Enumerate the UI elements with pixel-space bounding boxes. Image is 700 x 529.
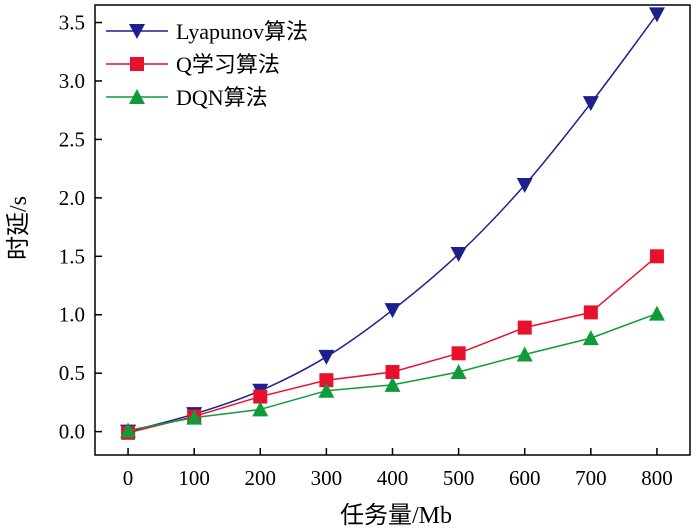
series-line: [127, 255, 658, 434]
legend-marker: [129, 24, 145, 39]
x-tick-label: 300: [311, 466, 343, 490]
x-tick-label: 200: [245, 466, 277, 490]
data-point: [648, 305, 665, 321]
data-point: [649, 249, 664, 264]
data-point: [385, 365, 400, 380]
y-tick-label: 0.5: [59, 361, 85, 385]
data-point: [516, 346, 533, 362]
data-point: [648, 7, 665, 23]
x-axis-title: 任务量/Mb: [340, 502, 452, 529]
data-point: [450, 364, 467, 380]
data-point: [516, 178, 533, 193]
data-point: [384, 303, 401, 319]
x-tick-label: 700: [575, 466, 607, 490]
legend-marker: [130, 57, 144, 71]
x-tick-label: 100: [178, 466, 210, 490]
data-point: [318, 349, 335, 365]
series-layer: [120, 7, 665, 440]
data-point: [186, 409, 203, 425]
y-axis: 0.0 0.5 1.0 1.5 2.0 2.5 3.0 3.5: [59, 11, 102, 444]
series-1: [121, 249, 664, 440]
y-axis-title: 时延/s: [5, 196, 32, 260]
y-tick-label: 3.0: [59, 69, 85, 93]
data-point: [583, 305, 598, 320]
data-point: [450, 246, 467, 262]
data-point: [384, 376, 401, 392]
legend-marker: [129, 89, 145, 104]
x-tick-label: 600: [509, 466, 541, 490]
y-tick-label: 2.5: [59, 127, 85, 151]
data-point: [582, 330, 599, 346]
y-tick-label: 1.0: [59, 303, 85, 327]
y-tick-label: 0.0: [59, 420, 85, 444]
x-tick-label: 400: [377, 466, 409, 490]
legend-item: Q学习算法: [106, 52, 280, 77]
y-tick-label: 3.5: [59, 11, 85, 35]
data-point: [252, 401, 269, 417]
x-tick-label: 800: [641, 466, 673, 490]
x-tick-label: 500: [443, 466, 475, 490]
legend-item: DQN算法: [106, 85, 268, 110]
data-point: [451, 346, 466, 361]
series-line: [127, 13, 658, 433]
x-tick-label: 0: [123, 466, 134, 490]
legend: Lyapunov算法 Q学习算法 DQN算法: [106, 19, 308, 110]
legend-label: DQN算法: [176, 85, 268, 110]
y-tick-label: 1.5: [59, 244, 85, 268]
data-point: [517, 320, 532, 335]
legend-item: Lyapunov算法: [106, 19, 308, 44]
data-point: [582, 96, 599, 112]
data-point: [319, 373, 334, 388]
x-axis: 0 100 200 300 400 500 600 700 800: [123, 448, 673, 490]
y-tick-label: 2.0: [59, 186, 85, 210]
data-point: [120, 422, 137, 438]
legend-label: Q学习算法: [176, 52, 280, 77]
data-point: [253, 389, 268, 404]
series-2: [120, 305, 665, 438]
legend-label: Lyapunov算法: [176, 19, 308, 44]
data-point: [318, 382, 335, 398]
